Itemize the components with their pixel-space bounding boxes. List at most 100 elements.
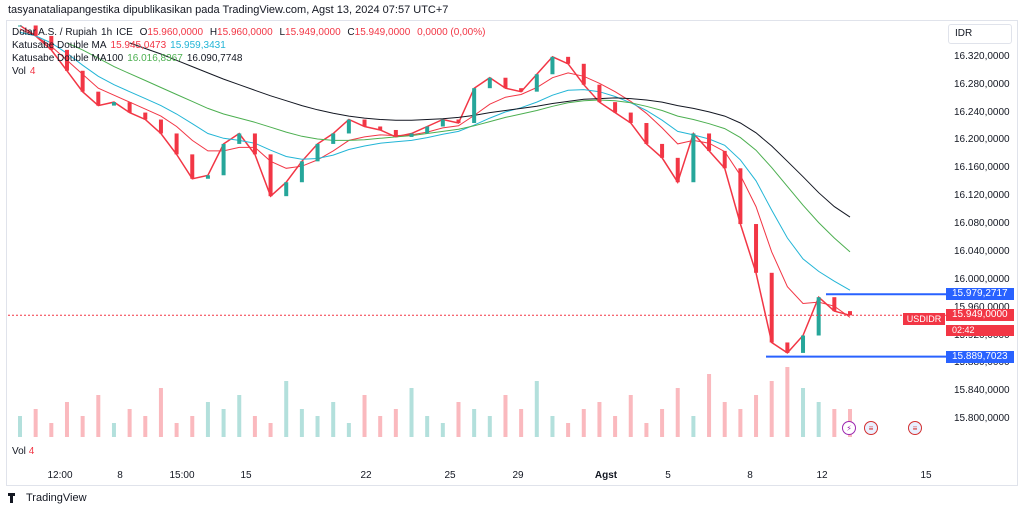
price-candle bbox=[127, 102, 132, 113]
price-candle bbox=[550, 56, 555, 75]
legend-ma2-v1: 16.016,8367 bbox=[127, 53, 183, 64]
chart-frame bbox=[6, 20, 1018, 486]
level-lines bbox=[8, 293, 946, 358]
lightning-icon[interactable]: ⚡ bbox=[842, 421, 856, 435]
price-candle bbox=[315, 143, 320, 162]
volume-pane-label: Vol bbox=[12, 446, 26, 457]
volume-pane-legend[interactable]: Vol 4 bbox=[12, 446, 34, 457]
series-line-0 bbox=[19, 24, 851, 354]
price-candle bbox=[331, 133, 336, 144]
symbol-tag: USDIDR bbox=[903, 313, 945, 325]
us-flag-icon[interactable]: ≡ bbox=[908, 421, 922, 435]
volume-bars bbox=[18, 367, 852, 437]
legend-symbol[interactable]: Dolar A.S. / Rupiah 1h ICE O15.960,0000 H1… bbox=[12, 27, 489, 39]
price-candle bbox=[49, 35, 54, 50]
legend-change: 0,0000 (0,00%) bbox=[417, 27, 486, 38]
price-series bbox=[18, 24, 852, 354]
price-candle bbox=[80, 70, 85, 92]
series-line-2 bbox=[19, 31, 851, 291]
price-candle bbox=[409, 133, 414, 137]
legend-ma1-v1: 15.945,0473 bbox=[110, 40, 167, 51]
x-tick-label: 22 bbox=[360, 470, 372, 481]
volume-bar bbox=[190, 416, 195, 437]
volume-bar bbox=[581, 409, 586, 437]
x-tick-label: 8 bbox=[117, 470, 123, 481]
price-candle bbox=[832, 297, 837, 312]
y-tick-label: 16.040,0000 bbox=[954, 245, 1010, 257]
volume-bar bbox=[143, 416, 148, 437]
volume-bar bbox=[519, 409, 524, 437]
price-tag-current: 15.949,0000 bbox=[946, 309, 1014, 322]
volume-bar bbox=[628, 395, 633, 437]
volume-bar bbox=[393, 409, 398, 437]
y-tick-label: 16.120,0000 bbox=[954, 190, 1010, 202]
price-candle bbox=[158, 119, 163, 134]
volume-bar bbox=[33, 409, 38, 437]
volume-bar bbox=[456, 402, 461, 437]
volume-bar bbox=[409, 388, 414, 437]
volume-bar bbox=[754, 395, 759, 437]
series-line-3 bbox=[66, 42, 851, 253]
volume-bar bbox=[362, 395, 367, 437]
price-candle bbox=[566, 56, 571, 64]
price-candle bbox=[472, 88, 477, 124]
legend-close-value: 15.949,0000 bbox=[354, 27, 411, 38]
price-candle bbox=[754, 224, 759, 273]
price-candle bbox=[96, 91, 101, 106]
legend-high-label: H bbox=[209, 27, 218, 38]
x-tick-label: 8 bbox=[747, 470, 753, 481]
legend-low-label: L bbox=[279, 27, 286, 38]
legend-interval: 1h bbox=[101, 27, 113, 38]
price-candle bbox=[487, 77, 492, 89]
price-candle bbox=[362, 119, 367, 127]
price-candle bbox=[456, 119, 461, 124]
currency-selector[interactable]: IDR bbox=[948, 24, 1012, 44]
legend-high: H15.960,0000 bbox=[210, 27, 273, 38]
y-tick-label: 16.000,0000 bbox=[954, 273, 1010, 285]
price-candle bbox=[284, 182, 289, 197]
footer-brand[interactable]: TradingView bbox=[8, 492, 87, 504]
legend-low: L15.949,0000 bbox=[279, 27, 340, 38]
volume-bar bbox=[64, 402, 69, 437]
legend-vol[interactable]: Vol 4 bbox=[12, 66, 39, 78]
price-candle bbox=[111, 102, 116, 106]
price-candle bbox=[644, 123, 649, 144]
price-candle bbox=[613, 102, 618, 113]
volume-bar bbox=[49, 423, 54, 437]
volume-bar bbox=[487, 416, 492, 437]
volume-bar bbox=[613, 416, 618, 437]
x-tick-label: 12:00 bbox=[47, 470, 73, 481]
legend-ma1[interactable]: Katusabe Double MA 15.945,0473 15.959,3431 bbox=[12, 40, 230, 52]
y-tick-label: 16.160,0000 bbox=[954, 162, 1010, 174]
legend-open-label: O bbox=[139, 27, 148, 38]
volume-bar bbox=[816, 402, 821, 437]
x-tick-label: 5 bbox=[665, 470, 671, 481]
volume-bar bbox=[801, 388, 806, 437]
y-tick-label: 15.880,0000 bbox=[954, 357, 1010, 369]
series-line-1 bbox=[19, 28, 851, 318]
price-candle bbox=[378, 126, 383, 130]
volume-bar bbox=[644, 423, 649, 437]
price-candle bbox=[425, 126, 430, 134]
tradingview-logo-icon bbox=[8, 493, 22, 503]
us-flag-icon[interactable]: ≡ bbox=[864, 421, 878, 435]
price-candle bbox=[237, 133, 242, 144]
price-candle bbox=[33, 25, 38, 36]
price-candle bbox=[519, 88, 524, 92]
legend-ma1-name: Katusabe Double MA bbox=[12, 40, 107, 51]
volume-bar bbox=[237, 395, 242, 437]
volume-bar bbox=[534, 381, 539, 437]
price-candle bbox=[190, 154, 195, 179]
volume-bar bbox=[111, 423, 116, 437]
y-tick-label: 16.080,0000 bbox=[954, 218, 1010, 230]
legend-ma2[interactable]: Katusabe Double MA100 16.016,8367 16.090,7… bbox=[12, 53, 246, 65]
price-candle bbox=[691, 133, 696, 183]
x-tick-label: 15 bbox=[920, 470, 932, 481]
legend-vol-label: Vol bbox=[12, 66, 26, 77]
price-candle bbox=[299, 161, 304, 183]
price-tag-upper: 15.979,2717 bbox=[946, 288, 1014, 301]
legend-vol-value: 4 bbox=[29, 66, 36, 77]
legend-low-value: 15.949,0000 bbox=[285, 27, 341, 38]
price-candle bbox=[628, 112, 633, 124]
